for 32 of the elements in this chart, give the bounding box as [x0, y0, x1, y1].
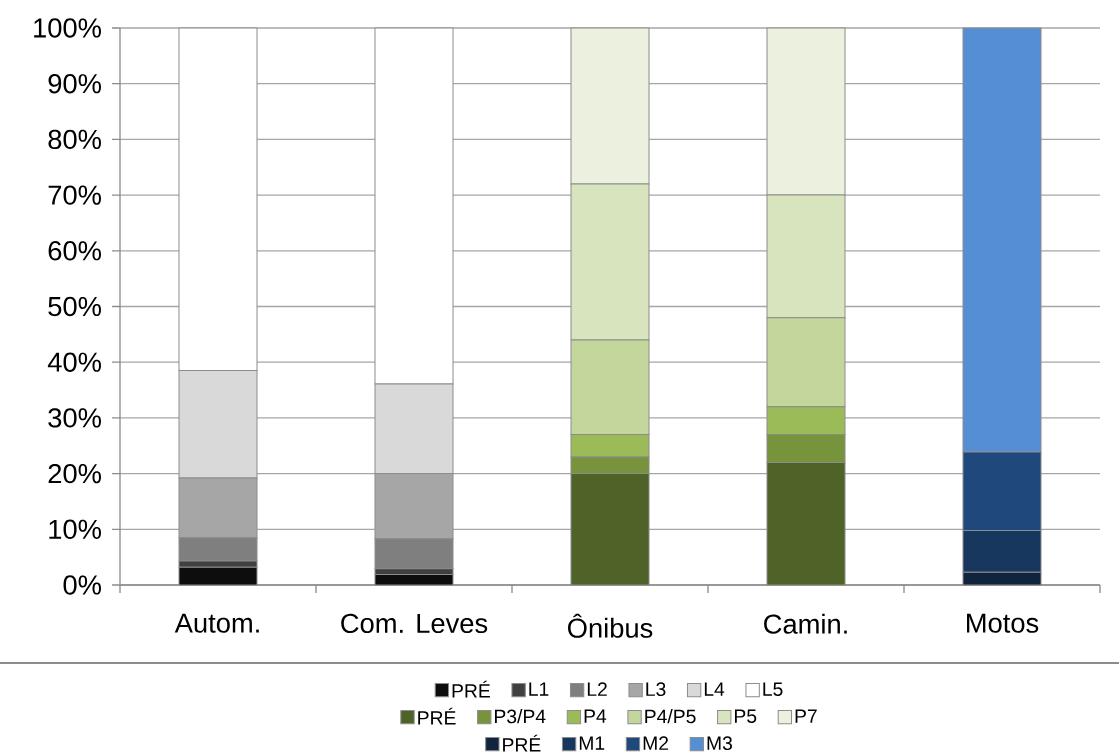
y-tick-label: 70% [48, 185, 101, 205]
y-tick-label: 20% [48, 463, 101, 484]
legend-label: PRÉ [452, 680, 490, 698]
legend-label: M1 [579, 736, 605, 750]
x-tick-label: Autom. [174, 613, 259, 633]
y-tick-label: 100% [34, 18, 101, 38]
x-tick-label: Camin. [764, 613, 847, 634]
y-tick-label: 0% [63, 575, 101, 595]
legend-label: L4 [704, 682, 725, 696]
legend-label: P5 [734, 709, 757, 723]
y-tick-label: 10% [49, 519, 101, 539]
legend-label: PRÉ [418, 707, 456, 725]
legend-label: P4/P5 [645, 709, 696, 724]
y-tick-label: 30% [48, 408, 101, 428]
legend-label: L1 [529, 682, 549, 696]
legend-label: PRÉ [503, 734, 541, 752]
legend-label: P4 [584, 709, 607, 723]
legend-label: M2 [643, 736, 669, 750]
legend-label: P3/P4 [495, 709, 546, 724]
y-tick-label: 60% [48, 241, 101, 261]
y-tick-label: 40% [47, 352, 101, 372]
x-tick-label: Com. Leves [341, 613, 488, 634]
x-tick-label: Ônibus [568, 613, 653, 638]
y-tick-label: 80% [48, 129, 101, 150]
legend-label: L3 [646, 682, 666, 697]
x-tick-label: Motos [967, 613, 1039, 633]
legend-label: L2 [587, 682, 607, 696]
y-tick-label: 50% [48, 296, 101, 317]
legend-label: L5 [763, 682, 783, 696]
legend-label: M3 [707, 736, 732, 751]
y-tick-label: 90% [48, 74, 101, 94]
legend-label: P7 [795, 709, 817, 723]
